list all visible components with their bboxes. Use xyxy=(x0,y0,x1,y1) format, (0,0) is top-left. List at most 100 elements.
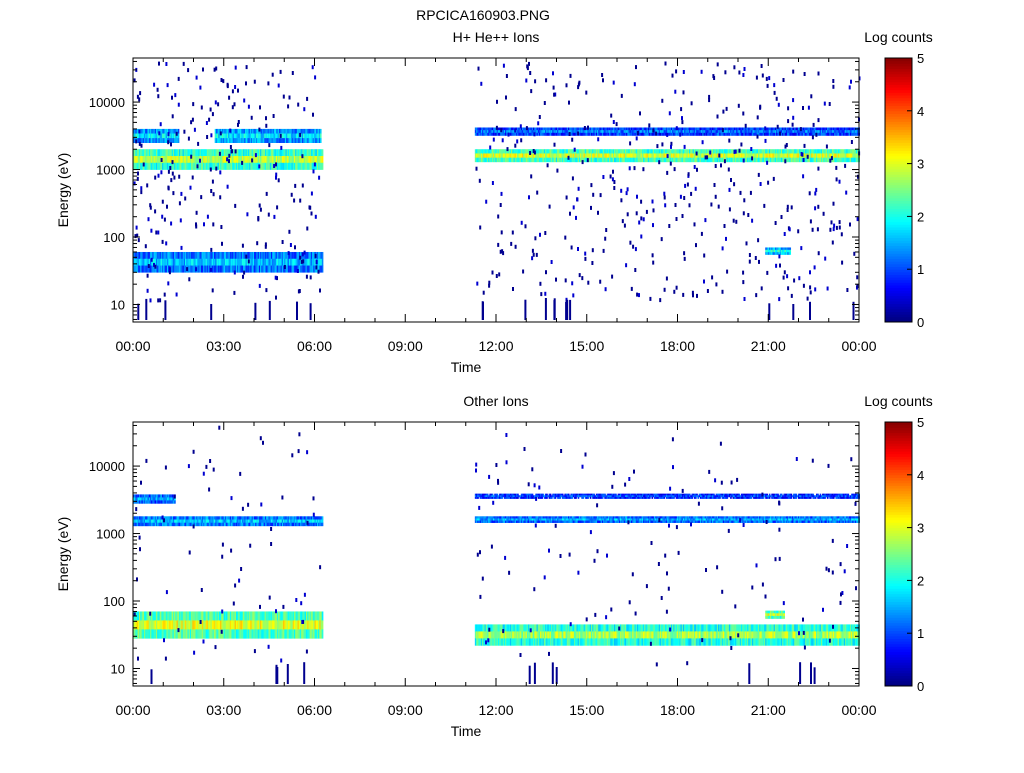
noise-pixel xyxy=(534,151,536,155)
noise-pixel xyxy=(652,223,654,227)
noise-pixel xyxy=(551,260,553,264)
noise-pixel xyxy=(197,142,199,146)
noise-pixel xyxy=(275,176,277,180)
noise-pixel xyxy=(729,188,731,192)
noise-pixel xyxy=(783,78,785,82)
noise-pixel xyxy=(784,270,786,274)
noise-pixel xyxy=(137,177,139,181)
noise-spike xyxy=(482,301,484,320)
noise-pixel xyxy=(636,195,638,199)
noise-pixel xyxy=(275,296,277,300)
noise-pixel xyxy=(260,208,262,212)
noise-pixel xyxy=(759,106,761,110)
noise-pixel xyxy=(675,69,677,73)
noise-pixel xyxy=(212,288,214,292)
noise-pixel xyxy=(258,164,260,168)
noise-pixel xyxy=(814,265,816,269)
noise-pixel xyxy=(173,176,175,180)
noise-pixel xyxy=(479,226,481,230)
noise-pixel xyxy=(761,64,763,68)
noise-pixel xyxy=(164,293,166,297)
noise-pixel xyxy=(248,259,250,263)
noise-pixel xyxy=(186,267,188,271)
noise-pixel xyxy=(577,132,579,136)
noise-pixel xyxy=(749,253,751,257)
noise-pixel xyxy=(170,222,172,226)
noise-pixel xyxy=(845,191,847,195)
noise-pixel xyxy=(302,259,304,263)
noise-pixel xyxy=(178,77,180,81)
noise-pixel xyxy=(758,173,760,177)
noise-pixel xyxy=(632,245,634,249)
noise-pixel xyxy=(227,83,229,87)
noise-pixel xyxy=(768,76,770,80)
noise-pixel xyxy=(783,276,785,280)
noise-pixel xyxy=(534,236,536,240)
x-tick-label: 12:00 xyxy=(478,338,513,354)
noise-pixel xyxy=(800,246,802,250)
noise-pixel xyxy=(591,261,593,265)
noise-pixel xyxy=(643,217,645,221)
noise-pixel xyxy=(575,216,577,220)
noise-pixel xyxy=(298,289,300,293)
noise-pixel xyxy=(140,186,142,190)
heatmap-cell xyxy=(322,163,324,170)
noise-pixel xyxy=(579,273,581,277)
noise-pixel xyxy=(728,168,730,172)
noise-pixel xyxy=(792,98,794,102)
noise-pixel xyxy=(190,120,192,124)
x-tick-label: 15:00 xyxy=(569,338,604,354)
noise-pixel xyxy=(172,191,174,195)
noise-pixel xyxy=(547,163,549,167)
noise-pixel xyxy=(839,180,841,184)
colorbar-label: Log counts xyxy=(864,29,933,45)
noise-pixel xyxy=(507,147,509,151)
noise-pixel xyxy=(139,91,141,95)
noise-pixel xyxy=(212,180,214,184)
noise-pixel xyxy=(810,219,812,223)
noise-pixel xyxy=(502,138,504,142)
noise-pixel xyxy=(673,290,675,294)
noise-pixel xyxy=(280,70,282,74)
noise-pixel xyxy=(642,167,644,171)
noise-pixel xyxy=(836,226,838,230)
noise-pixel xyxy=(243,99,245,103)
noise-pixel xyxy=(610,175,612,179)
noise-pixel xyxy=(755,256,757,260)
noise-pixel xyxy=(510,242,512,246)
heatmap-cell xyxy=(178,138,180,143)
noise-pixel xyxy=(725,237,727,241)
noise-pixel xyxy=(661,237,663,241)
noise-pixel xyxy=(745,124,747,128)
noise-pixel xyxy=(729,207,731,211)
band-7 xyxy=(765,247,791,254)
noise-pixel xyxy=(751,156,753,160)
noise-pixel xyxy=(172,172,174,176)
noise-pixel xyxy=(624,224,626,228)
band-2 xyxy=(133,494,176,503)
noise-pixel xyxy=(715,164,717,168)
noise-pixel xyxy=(212,222,214,226)
noise-pixel xyxy=(291,193,293,197)
noise-pixel xyxy=(313,169,315,173)
noise-pixel xyxy=(565,278,567,282)
noise-pixel xyxy=(555,278,557,282)
noise-pixel xyxy=(755,293,757,297)
noise-pixel xyxy=(717,62,719,66)
noise-pixel xyxy=(808,106,810,110)
noise-pixel xyxy=(273,215,275,219)
noise-spike xyxy=(545,298,547,320)
noise-pixel xyxy=(210,189,212,193)
noise-pixel xyxy=(756,76,758,80)
noise-pixel xyxy=(676,286,678,290)
noise-pixel xyxy=(715,195,717,199)
noise-pixel xyxy=(500,203,502,207)
noise-pixel xyxy=(578,81,580,85)
noise-pixel xyxy=(245,255,247,259)
noise-pixel xyxy=(787,208,789,212)
noise-pixel xyxy=(496,126,498,130)
noise-pixel xyxy=(501,192,503,196)
noise-pixel xyxy=(635,65,637,69)
noise-pixel xyxy=(676,126,678,130)
